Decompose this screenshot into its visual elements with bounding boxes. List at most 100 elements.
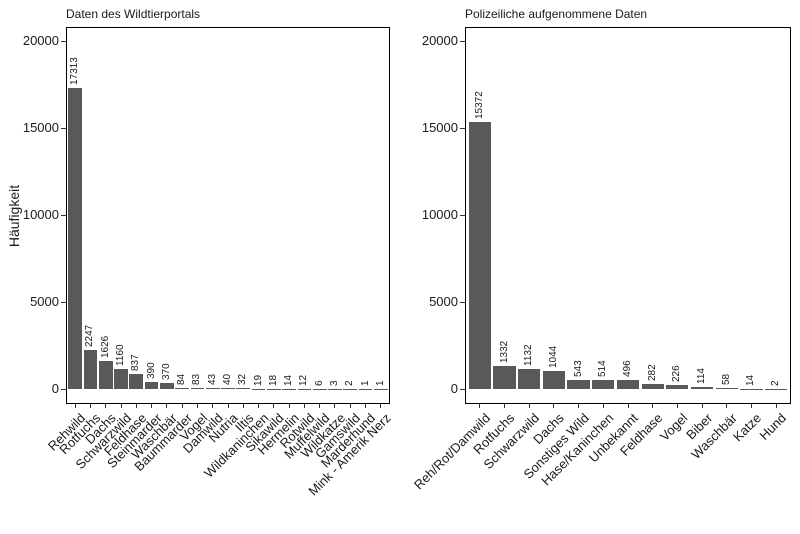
y-tick-label: 5000 <box>30 294 59 309</box>
bar-value-label: 514 <box>597 360 609 378</box>
bar-value-label: 17313 <box>69 56 81 85</box>
bar-value-label: 32 <box>237 374 249 386</box>
bar <box>715 387 738 389</box>
bar <box>493 365 516 389</box>
bar-value-label: 83 <box>191 373 203 385</box>
bar-value-label: 43 <box>206 374 218 386</box>
bar <box>83 349 98 389</box>
x-tick <box>135 404 137 408</box>
x-tick-label: Vogel <box>656 410 691 444</box>
bar <box>236 388 251 389</box>
x-tick <box>120 404 122 408</box>
x-tick <box>528 404 530 408</box>
bar <box>159 382 174 389</box>
bar-value-label: 12 <box>298 374 310 386</box>
bar-value-label: 1 <box>374 380 386 386</box>
y-tick <box>460 40 465 42</box>
bar-value-label: 58 <box>720 373 732 385</box>
bar-value-label: 114 <box>696 368 708 385</box>
y-tick-label: 0 <box>450 381 458 396</box>
x-tick <box>775 404 777 408</box>
y-tick <box>460 301 465 303</box>
x-tick <box>504 404 505 408</box>
bar-value-label: 837 <box>130 354 142 372</box>
bar-value-label: 1 <box>359 380 371 386</box>
x-tick <box>258 404 260 408</box>
x-tick <box>288 404 290 408</box>
x-tick <box>273 404 275 408</box>
bar <box>567 379 590 389</box>
bar <box>98 360 113 389</box>
x-tick <box>652 404 654 408</box>
x-tick <box>105 404 107 408</box>
bar-value-label: 2 <box>344 380 356 386</box>
bar <box>144 382 159 389</box>
bar-value-label: 84 <box>176 373 188 385</box>
y-tick-label: 20000 <box>421 33 458 48</box>
y-tick <box>61 214 66 216</box>
x-tick <box>212 404 214 408</box>
y-tick <box>460 388 465 390</box>
bar-value-label: 15372 <box>473 90 485 119</box>
bar-value-label: 19 <box>252 374 264 386</box>
bar-value-label: 370 <box>160 362 172 380</box>
y-tick <box>61 388 66 390</box>
x-tick <box>319 404 321 408</box>
y-tick-label: 5000 <box>429 294 458 309</box>
bar-value-label: 14 <box>745 374 757 386</box>
x-tick <box>196 404 198 408</box>
bar <box>190 387 205 389</box>
bar <box>114 368 128 389</box>
y-tick-label: 15000 <box>22 120 59 135</box>
y-tick <box>61 301 66 303</box>
bar-value-label: 2247 <box>84 324 96 347</box>
bar-value-label: 18 <box>267 374 279 386</box>
bar-value-label: 226 <box>671 365 683 383</box>
x-tick <box>701 404 703 408</box>
panel-title-wildtierportal: Daten des Wildtierportals <box>66 7 201 21</box>
x-tick <box>89 404 91 408</box>
x-tick <box>553 404 555 408</box>
x-tick-label: Hund <box>756 410 790 443</box>
bar-value-label: 1160 <box>115 344 127 366</box>
bar-value-label: 1626 <box>99 335 111 358</box>
bar-value-label: 1332 <box>498 340 510 363</box>
y-tick-label: 20000 <box>22 33 59 48</box>
x-tick <box>380 404 382 408</box>
bar-value-label: 390 <box>145 362 157 380</box>
chart-panel-wildtierportal <box>66 27 390 404</box>
bar <box>129 374 144 389</box>
bar <box>616 380 640 389</box>
bar-value-label: 14 <box>283 374 295 386</box>
x-tick <box>181 404 183 408</box>
bar <box>175 387 190 389</box>
bar-value-label: 6 <box>313 380 325 386</box>
x-tick <box>578 404 580 408</box>
y-tick <box>460 214 465 216</box>
bar <box>468 121 491 389</box>
x-tick <box>151 404 153 408</box>
x-tick <box>74 404 76 408</box>
y-tick <box>61 40 66 42</box>
y-tick-label: 10000 <box>22 207 59 222</box>
x-tick <box>479 404 481 408</box>
x-tick <box>726 404 728 408</box>
y-tick-label: 0 <box>51 381 59 396</box>
x-tick <box>365 404 367 408</box>
y-tick <box>460 127 465 129</box>
bar-value-label: 3 <box>328 380 340 386</box>
bar-value-label: 1132 <box>523 344 535 367</box>
chart-panel-polizei <box>465 27 791 404</box>
bar <box>518 369 541 389</box>
x-tick <box>349 404 351 408</box>
x-tick <box>750 404 752 408</box>
bar-value-label: 40 <box>222 374 233 386</box>
bar <box>221 388 235 389</box>
x-tick <box>627 404 629 408</box>
bar <box>592 380 615 389</box>
x-tick <box>242 404 244 408</box>
y-tick-label: 10000 <box>421 207 458 222</box>
bar-value-label: 1044 <box>547 345 559 368</box>
bar <box>542 370 565 389</box>
